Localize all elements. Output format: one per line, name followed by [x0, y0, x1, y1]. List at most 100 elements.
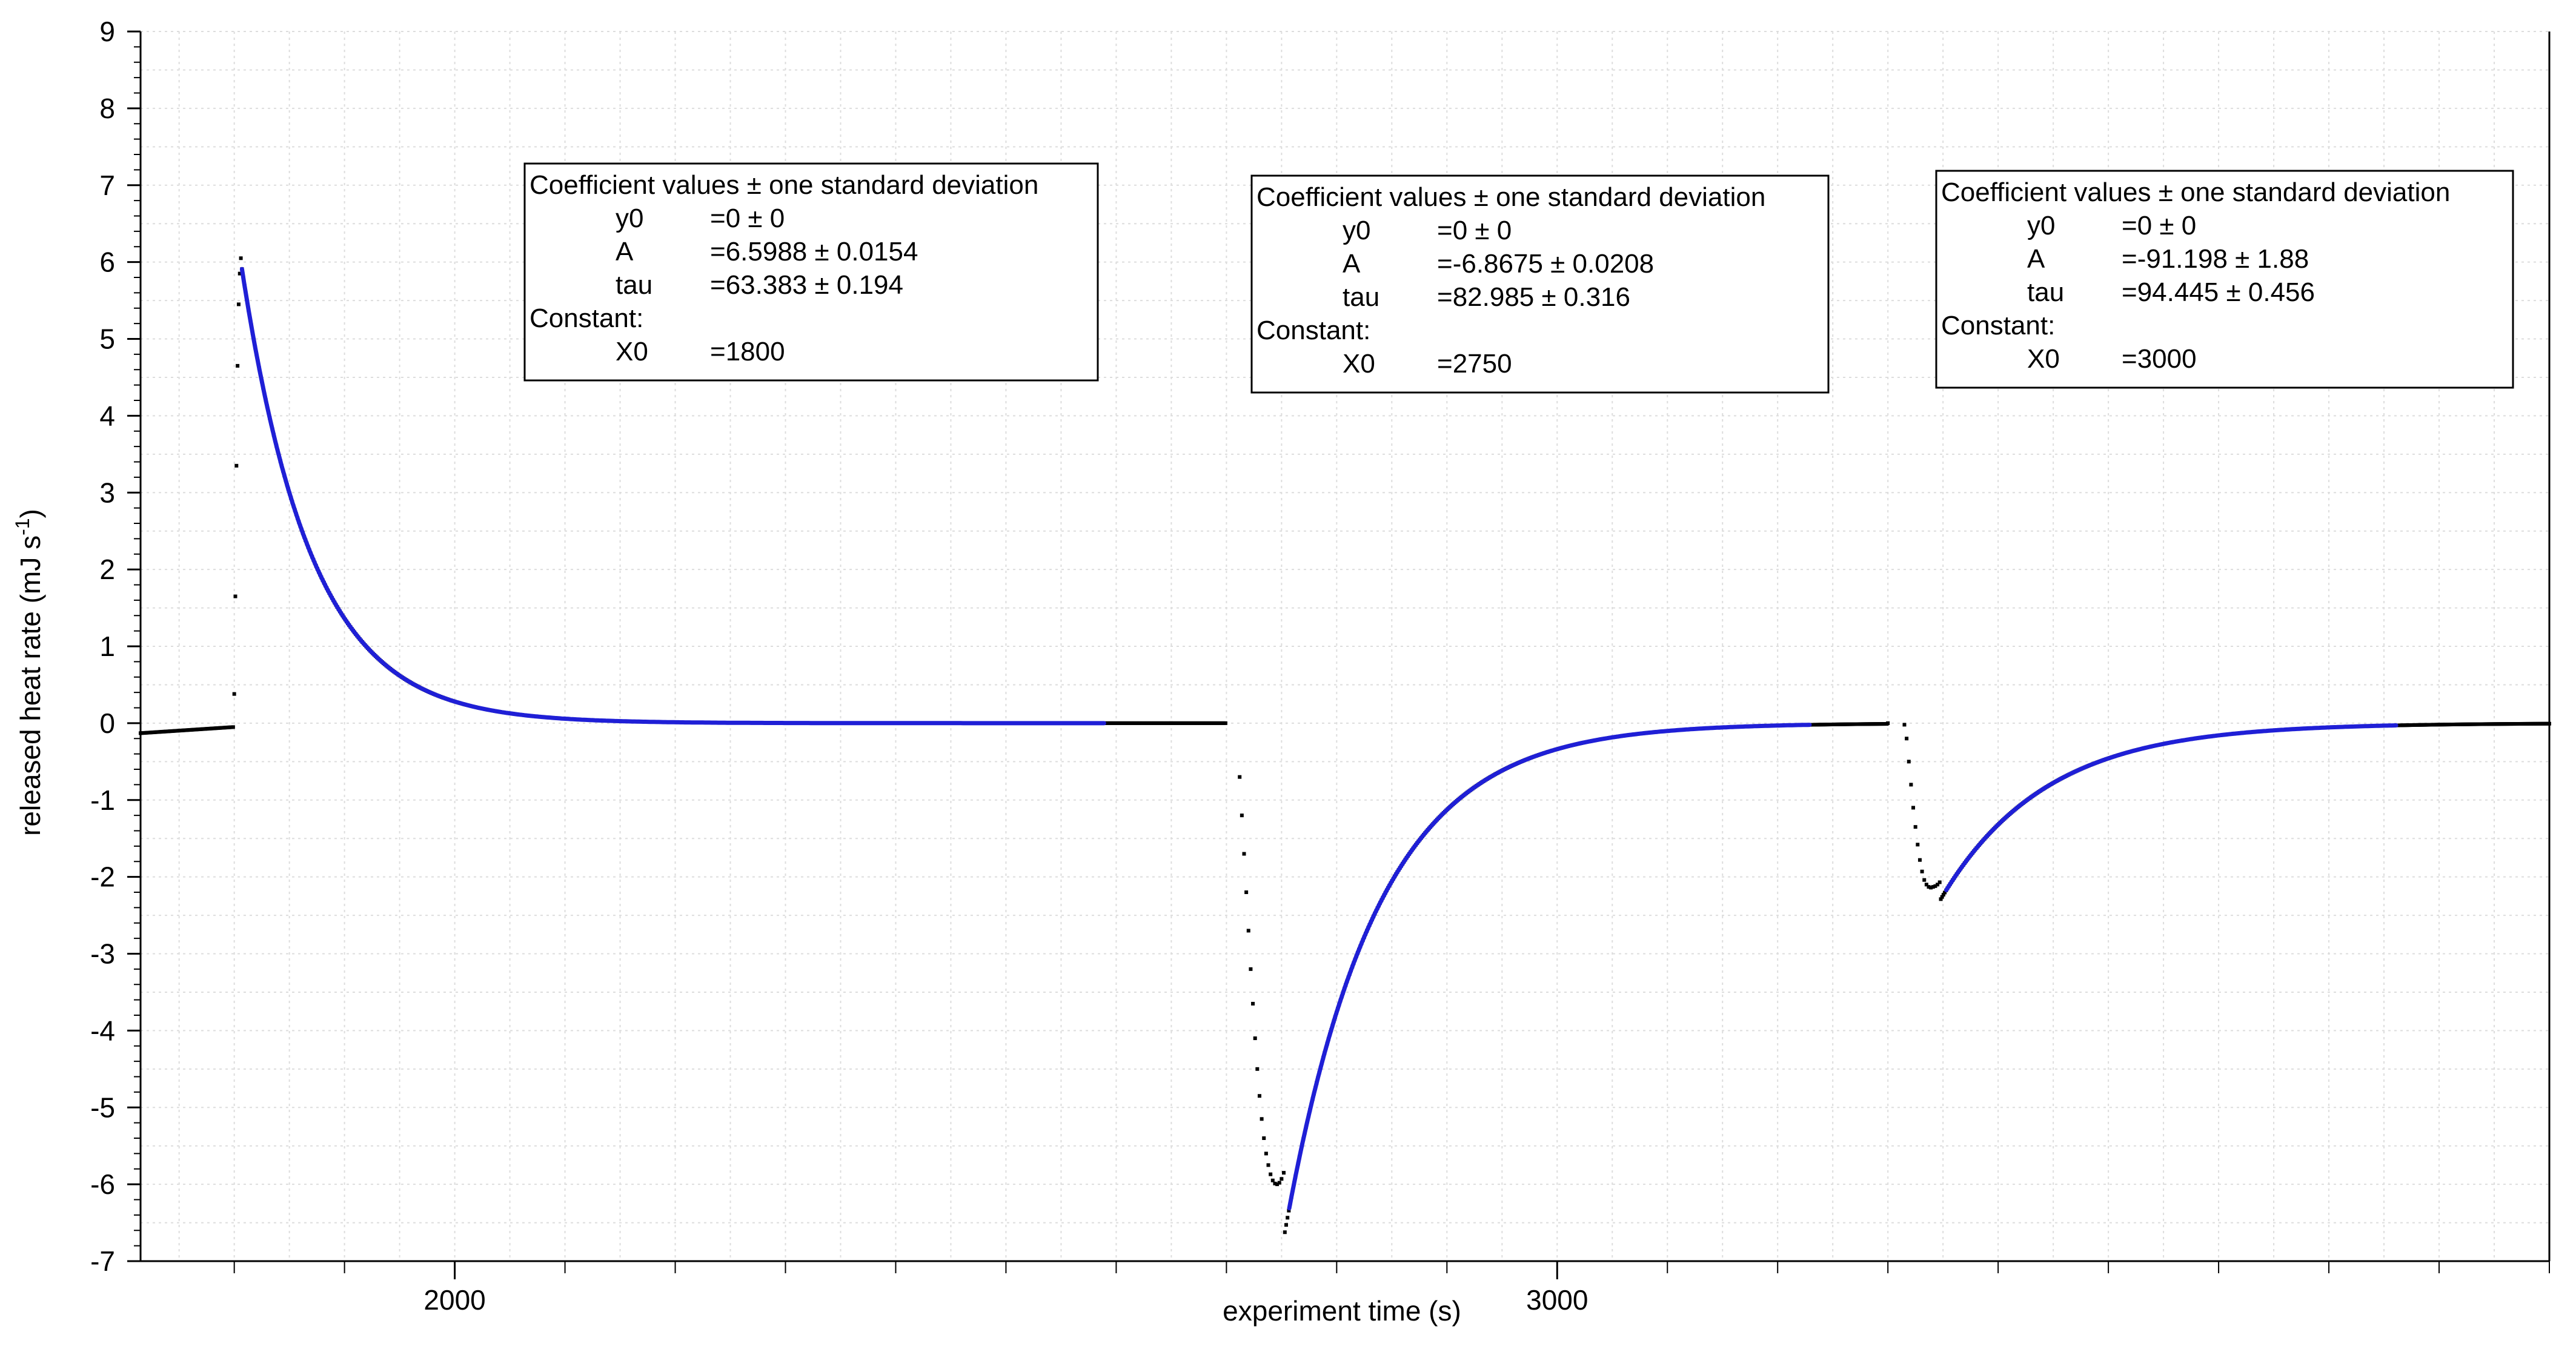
- data-point: [1886, 721, 1890, 725]
- data-point: [1264, 1152, 1268, 1156]
- coefficient-box: Coefficient values ± one standard deviat…: [523, 162, 1099, 382]
- constant-value: =1800: [710, 337, 785, 366]
- data-point: [232, 692, 236, 696]
- data-point: [1920, 869, 1924, 873]
- data-point: [1242, 852, 1246, 856]
- y-tick-label: 4: [99, 400, 115, 431]
- data-point: [1253, 1036, 1257, 1041]
- data-point: [1223, 721, 1227, 725]
- y-tick-label: 3: [99, 477, 115, 508]
- y-tick-label: -3: [90, 938, 115, 970]
- y-tick-label: -7: [90, 1245, 115, 1277]
- data-point: [1273, 1181, 1277, 1185]
- coefficient-name: tau: [616, 270, 652, 300]
- data-point: [1238, 775, 1242, 779]
- data-point: [1905, 737, 1909, 741]
- data-point: [1940, 895, 1944, 899]
- data-point: [1240, 814, 1244, 818]
- y-tick-label: -4: [90, 1015, 115, 1046]
- fit-line: [1287, 723, 1812, 1211]
- coefficient-value: =82.985 ± 0.316: [1437, 282, 1630, 312]
- coefficient-name: A: [1343, 249, 1361, 279]
- data-point: [1924, 883, 1928, 887]
- coefficient-box-frame: [1250, 174, 1830, 394]
- data-point: [1277, 1181, 1281, 1185]
- y-tick-label: -6: [90, 1168, 115, 1200]
- y-tick-label: -5: [90, 1092, 115, 1123]
- constant-name: X0: [1343, 349, 1375, 379]
- data-point: [239, 256, 243, 260]
- constant-label: Constant:: [1941, 311, 2055, 340]
- data-point: [1280, 1177, 1284, 1181]
- data-point: [236, 302, 241, 307]
- data-point: [1931, 885, 1935, 889]
- fit-line: [239, 267, 1106, 726]
- x-tick-label: 3000: [1526, 1284, 1588, 1316]
- axes: -7 -6 -5 -4 -3 -2 -1 0 1 2 3 4 5 6 7 8 9 2000 3000: [90, 16, 2551, 1316]
- data-point: [1275, 1182, 1280, 1187]
- data-point: [1260, 1117, 1264, 1121]
- data-point: [1286, 1216, 1290, 1220]
- coefficient-box: Coefficient values ± one standard deviat…: [1935, 170, 2514, 389]
- data-point: [1943, 890, 1947, 895]
- constant-value: =2750: [1437, 349, 1512, 379]
- coefficient-value: =-6.8675 ± 0.0208: [1437, 249, 1654, 279]
- data-point: [1913, 825, 1917, 829]
- coefficient-box-header: Coefficient values ± one standard deviat…: [529, 170, 1038, 200]
- constant-name: X0: [2027, 344, 2060, 374]
- data-point: [1939, 897, 1943, 901]
- constant-label: Constant:: [529, 303, 643, 333]
- data-point: [1287, 1208, 1291, 1213]
- y-tick-label: 9: [99, 16, 115, 47]
- data-point: [1284, 1223, 1289, 1227]
- y-tick-label: 6: [99, 247, 115, 278]
- x-tick-label: 2000: [423, 1284, 485, 1316]
- data-point: [2548, 721, 2551, 726]
- x-axis-title: experiment time (s): [1223, 1295, 1461, 1327]
- coefficient-name: A: [2027, 244, 2045, 274]
- data-point: [1927, 885, 1931, 889]
- coefficient-box-frame: [523, 162, 1099, 382]
- data-point: [1283, 1230, 1287, 1234]
- data-point: [234, 463, 239, 468]
- data-point: [1266, 1163, 1270, 1167]
- data-point: [1937, 880, 1942, 884]
- y-tick-label: -2: [90, 861, 115, 893]
- data-point: [1936, 883, 1940, 887]
- data-point: [1262, 1136, 1266, 1140]
- coefficient-box-header: Coefficient values ± one standard deviat…: [1941, 177, 2450, 207]
- constant-name: X0: [616, 337, 648, 366]
- data-point: [1916, 843, 1920, 847]
- data-point: [1255, 1067, 1260, 1071]
- data-point: [233, 594, 237, 598]
- y-axis-title-superscript: -1: [12, 518, 33, 535]
- data-point: [1257, 1094, 1261, 1098]
- data-point: [1907, 760, 1911, 764]
- y-tick-label: 8: [99, 93, 115, 124]
- data-point: [1246, 929, 1250, 933]
- y-tick-label: -1: [90, 784, 115, 816]
- coefficient-name: y0: [616, 204, 643, 233]
- data-point: [1282, 1171, 1286, 1175]
- data-point: [1929, 886, 1933, 890]
- coefficient-box: Coefficient values ± one standard deviat…: [1250, 174, 1830, 394]
- data-points: [139, 256, 2551, 1234]
- data-point: [1909, 783, 1913, 787]
- y-axis-title-main: released heat rate (mJ s: [15, 535, 46, 836]
- y-tick-label: 5: [99, 323, 115, 355]
- data-point: [236, 363, 240, 368]
- y-tick-label: 2: [99, 554, 115, 585]
- data-point: [1941, 893, 1945, 897]
- coefficient-name: tau: [2027, 277, 2064, 307]
- coefficient-value: =63.383 ± 0.194: [710, 270, 903, 300]
- coefficient-value: =-91.198 ± 1.88: [2122, 244, 2309, 274]
- data-point: [1249, 967, 1253, 971]
- annotations: Coefficient values ± one standard deviat…: [523, 162, 2514, 394]
- data-point: [1244, 890, 1249, 894]
- grid: [141, 31, 2550, 1262]
- data-point: [231, 725, 235, 729]
- data-point: [1917, 858, 1922, 862]
- coefficient-value: =6.5988 ± 0.0154: [710, 237, 918, 267]
- y-axis-title-close: ): [15, 509, 46, 518]
